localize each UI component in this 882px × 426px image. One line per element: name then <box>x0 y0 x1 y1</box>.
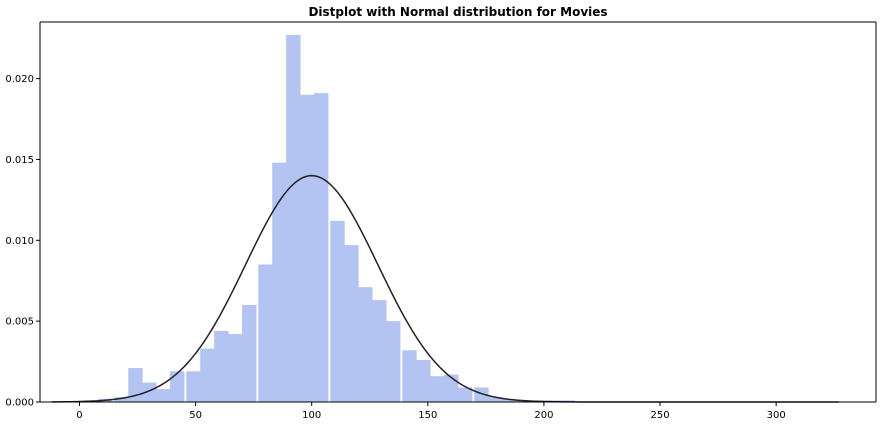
y-tick-label: 0.020 <box>5 74 34 85</box>
histogram-bar <box>358 287 373 402</box>
chart-title: Distplot with Normal distribution for Mo… <box>308 5 607 19</box>
y-tick-label: 0.000 <box>5 398 34 409</box>
histogram-bar <box>114 397 129 402</box>
x-tick-label: 200 <box>534 410 553 421</box>
histogram-bar <box>286 34 301 402</box>
x-tick-label: 250 <box>650 410 669 421</box>
y-tick-label: 0.005 <box>5 317 34 328</box>
histogram-bar <box>128 368 143 402</box>
x-tick-label: 0 <box>76 410 82 421</box>
histogram-bar <box>402 350 417 402</box>
axes <box>39 21 877 403</box>
histogram-bar <box>344 245 359 402</box>
histogram-bar <box>156 389 171 402</box>
histogram-bar <box>502 398 517 402</box>
x-tick-label: 50 <box>189 410 202 421</box>
histogram-bar <box>416 359 431 402</box>
histogram-bar <box>258 264 273 402</box>
histogram-bar <box>458 387 473 402</box>
histogram-bar <box>314 93 329 403</box>
x-axis-ticks: 0 50 100 150 200 250 300 <box>76 402 786 421</box>
x-tick-label: 300 <box>767 410 786 421</box>
histogram-bar <box>200 348 215 402</box>
y-axis-ticks: 0.000 0.005 0.010 0.015 0.020 <box>5 74 40 409</box>
histogram-bar <box>444 374 459 402</box>
histogram-bar <box>272 162 287 402</box>
y-tick-label: 0.010 <box>5 236 34 247</box>
x-tick-label: 150 <box>418 410 437 421</box>
histogram-bar <box>214 330 229 402</box>
normal-distribution-curve <box>51 174 839 403</box>
histogram-bar <box>386 321 401 402</box>
histogram-bar <box>300 94 315 403</box>
x-tick-label: 100 <box>302 410 321 421</box>
histogram-bar <box>330 220 345 402</box>
histogram-bar <box>474 387 489 402</box>
histogram-bar <box>170 371 185 402</box>
histogram-bar <box>372 300 387 402</box>
histogram-bar <box>242 304 257 402</box>
histogram-bar <box>142 382 157 402</box>
histogram-bar <box>186 371 201 402</box>
histogram-bar <box>488 397 503 402</box>
y-tick-label: 0.015 <box>5 155 34 166</box>
histogram-bars <box>84 34 575 403</box>
histogram-bar <box>228 334 243 402</box>
histogram-bar <box>430 376 445 402</box>
